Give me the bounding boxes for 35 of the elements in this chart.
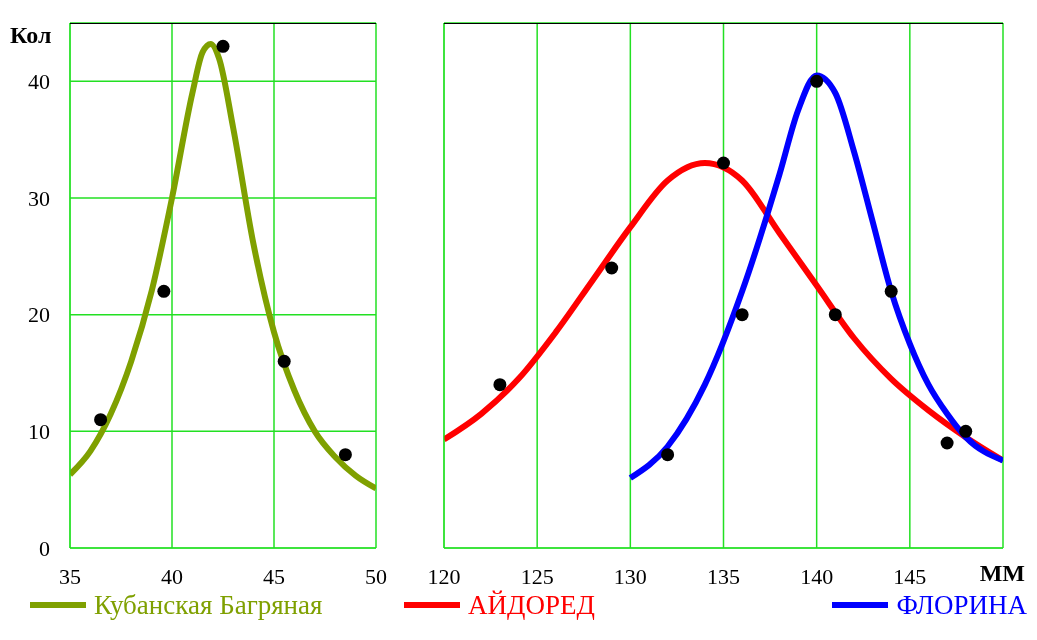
point xyxy=(828,308,842,322)
point xyxy=(94,413,108,427)
y-tick-label: 10 xyxy=(28,419,50,445)
point xyxy=(717,156,730,170)
y-tick-label: 30 xyxy=(28,185,50,211)
x-tick-label: 40 xyxy=(161,563,183,589)
x-axis-title: ММ xyxy=(979,560,1025,587)
point xyxy=(157,284,171,298)
point xyxy=(735,308,749,322)
x-tick-label: 45 xyxy=(263,563,285,589)
point xyxy=(216,39,230,53)
x-tick-label: 130 xyxy=(613,563,647,589)
x-tick-label: 135 xyxy=(707,563,740,589)
x-tick-label: 125 xyxy=(520,563,554,589)
x-tick-label: 35 xyxy=(59,563,81,589)
x-tick-label: 140 xyxy=(800,563,834,589)
point xyxy=(338,448,352,462)
point xyxy=(277,354,291,368)
y-tick-label: 20 xyxy=(28,302,50,328)
legend-label: АЙДОРЕД xyxy=(468,590,595,620)
x-tick-label: 145 xyxy=(893,563,927,589)
point xyxy=(959,424,973,438)
point xyxy=(661,448,675,462)
legend-label: Кубанская Багряная xyxy=(94,590,323,620)
point xyxy=(493,378,507,392)
y-tick-label: 0 xyxy=(39,535,50,561)
x-tick-label: 50 xyxy=(365,563,387,589)
point xyxy=(605,261,619,275)
y-tick-label: 40 xyxy=(28,69,50,95)
point xyxy=(884,284,898,298)
point xyxy=(810,74,824,88)
point xyxy=(940,436,954,450)
x-tick-label: 120 xyxy=(427,563,461,589)
legend-label: ФЛОРИНА xyxy=(896,590,1027,620)
y-axis-title: Кол xyxy=(10,22,52,49)
